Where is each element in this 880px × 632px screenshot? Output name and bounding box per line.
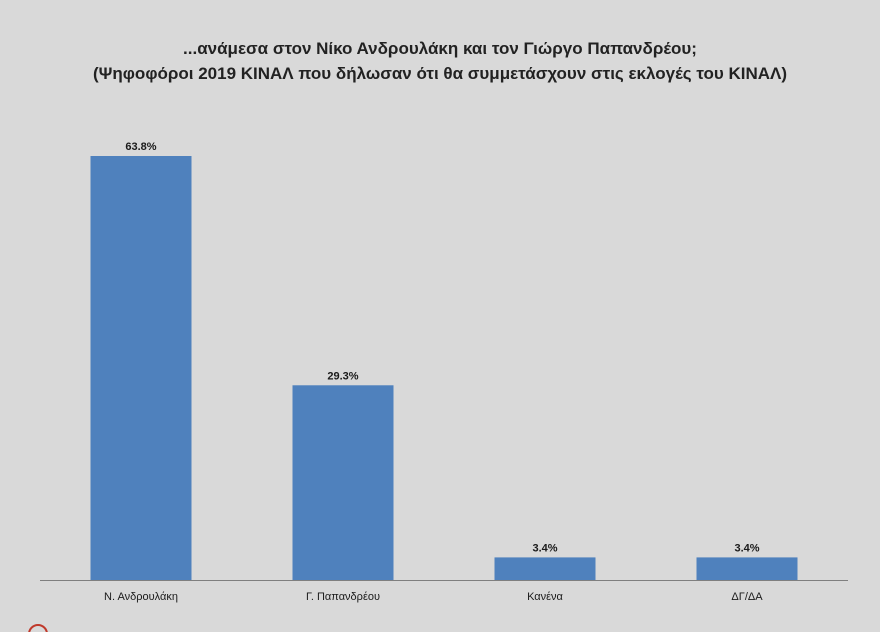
- bar: [292, 385, 394, 580]
- bar: [494, 557, 596, 580]
- bar: [90, 156, 192, 580]
- bar: [696, 557, 798, 580]
- x-tick-label: Γ. Παπανδρέου: [306, 591, 380, 603]
- data-label: 3.4%: [734, 542, 759, 554]
- data-label: 63.8%: [125, 141, 156, 153]
- x-tick-label: Κανένα: [527, 591, 563, 603]
- chart-subtitle: (Ψηφοφόροι 2019 ΚΙΝΑΛ που δήλωσαν ότι θα…: [92, 64, 788, 83]
- data-label: 29.3%: [327, 370, 358, 382]
- chart-title-block: ...ανάμεσα στον Νίκο Ανδρουλάκη και τον …: [0, 36, 880, 86]
- data-label: 3.4%: [532, 542, 557, 554]
- chart-title: ...ανάμεσα στον Νίκο Ανδρουλάκη και τον …: [183, 39, 697, 58]
- x-tick-label: Ν. Ανδρουλάκη: [104, 591, 178, 603]
- x-tick-label: ΔΓ/ΔΑ: [731, 591, 763, 603]
